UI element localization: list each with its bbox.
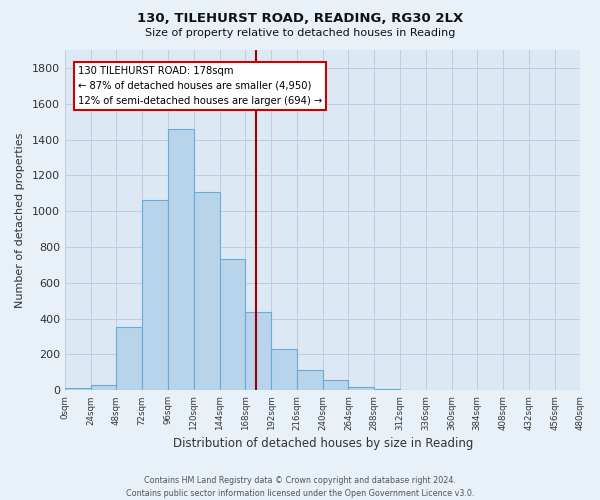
Bar (142, 200, 168, 390)
Y-axis label: Number of detached properties: Number of detached properties (15, 132, 25, 308)
Bar (194, 192, 220, 390)
Bar (65, 388, 91, 390)
Text: Contains HM Land Registry data © Crown copyright and database right 2024.
Contai: Contains HM Land Registry data © Crown c… (126, 476, 474, 498)
Text: 130 TILEHURST ROAD: 178sqm
← 87% of detached houses are smaller (4,950)
12% of s: 130 TILEHURST ROAD: 178sqm ← 87% of deta… (78, 66, 322, 106)
Text: 130, TILEHURST ROAD, READING, RG30 2LX: 130, TILEHURST ROAD, READING, RG30 2LX (137, 12, 463, 26)
Bar (349, 386, 374, 390)
X-axis label: Distribution of detached houses by size in Reading: Distribution of detached houses by size … (173, 437, 473, 450)
Text: Size of property relative to detached houses in Reading: Size of property relative to detached ho… (145, 28, 455, 38)
Bar (116, 326, 142, 390)
Bar (168, 129, 194, 390)
Bar (323, 380, 349, 390)
Bar (220, 258, 245, 390)
Bar (91, 385, 116, 390)
Bar (297, 370, 323, 390)
Bar (271, 349, 297, 391)
Bar (245, 312, 271, 390)
